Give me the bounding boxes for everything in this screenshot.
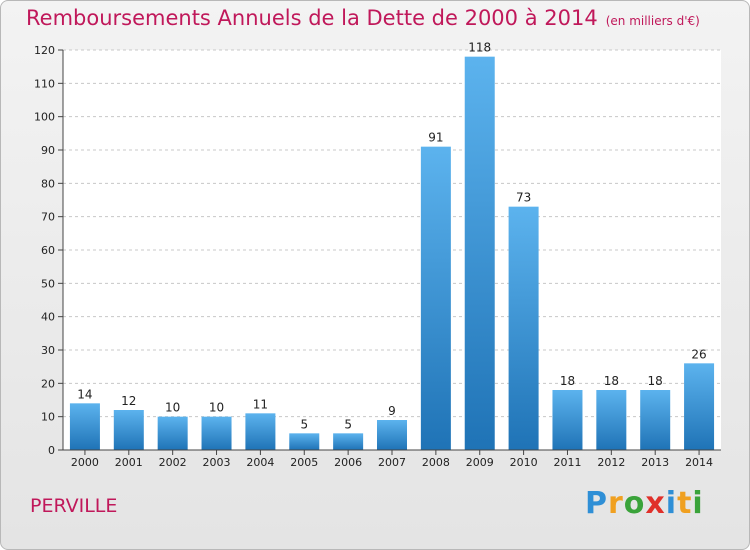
logo-letter: i xyxy=(692,486,704,521)
data-label: 11 xyxy=(253,397,268,411)
x-tick-label: 2002 xyxy=(159,456,187,469)
data-label: 10 xyxy=(165,401,180,415)
bar xyxy=(245,413,276,450)
logo-letter: i xyxy=(665,486,678,521)
proxiti-logo: Proxiti xyxy=(585,486,704,521)
data-label: 5 xyxy=(344,417,352,431)
data-label: 91 xyxy=(428,131,443,145)
data-label: 14 xyxy=(77,387,92,401)
x-tick-label: 2001 xyxy=(115,456,143,469)
data-label: 18 xyxy=(560,374,575,388)
data-label: 73 xyxy=(516,191,531,205)
bar xyxy=(289,433,320,450)
x-tick-label: 2007 xyxy=(378,456,406,469)
x-tick-label: 2010 xyxy=(510,456,538,469)
bar xyxy=(552,390,583,450)
bar xyxy=(420,146,451,450)
logo-letter: x xyxy=(645,486,666,521)
x-tick-label: 2006 xyxy=(334,456,362,469)
bar xyxy=(508,206,539,450)
x-tick-label: 2003 xyxy=(203,456,231,469)
commune-name: PERVILLE xyxy=(30,495,118,517)
logo-letter: t xyxy=(677,486,693,521)
data-label: 18 xyxy=(648,374,663,388)
y-tick-label: 30 xyxy=(41,344,55,357)
data-label: 10 xyxy=(209,401,224,415)
x-tick-label: 2014 xyxy=(685,456,713,469)
y-tick-label: 70 xyxy=(41,211,55,224)
data-label: 12 xyxy=(121,394,136,408)
logo-letter: r xyxy=(608,486,624,521)
y-tick-label: 120 xyxy=(34,44,55,57)
y-tick-label: 10 xyxy=(41,411,55,424)
bar xyxy=(69,403,100,450)
bar xyxy=(201,416,232,450)
x-tick-label: 2012 xyxy=(597,456,625,469)
y-tick-label: 90 xyxy=(41,144,55,157)
bar xyxy=(113,410,144,450)
data-label: 118 xyxy=(468,41,491,55)
x-tick-label: 2009 xyxy=(466,456,494,469)
logo-letter: P xyxy=(585,486,608,521)
y-tick-label: 80 xyxy=(41,177,55,190)
title-unit: (en milliers d'€) xyxy=(605,14,700,28)
bar xyxy=(596,390,627,450)
x-tick-label: 2005 xyxy=(290,456,318,469)
chart-title: Remboursements Annuels de la Dette de 20… xyxy=(26,6,700,30)
y-tick-label: 0 xyxy=(48,444,55,457)
bar xyxy=(684,363,715,450)
y-tick-label: 40 xyxy=(41,311,55,324)
bar xyxy=(333,433,364,450)
y-tick-label: 100 xyxy=(34,111,55,124)
bar xyxy=(377,420,407,450)
y-tick-label: 20 xyxy=(41,377,55,390)
title-text: Remboursements Annuels de la Dette de 20… xyxy=(26,6,598,30)
bar xyxy=(640,390,671,450)
x-tick-label: 2013 xyxy=(641,456,669,469)
x-tick-label: 2004 xyxy=(246,456,274,469)
y-tick-label: 50 xyxy=(41,277,55,290)
y-tick-label: 110 xyxy=(34,77,55,90)
data-label: 9 xyxy=(388,404,396,418)
data-label: 5 xyxy=(300,417,308,431)
logo-letter: o xyxy=(623,486,646,521)
data-label: 26 xyxy=(691,347,706,361)
bar xyxy=(464,56,495,451)
data-label: 18 xyxy=(604,374,619,388)
x-tick-label: 2011 xyxy=(553,456,581,469)
x-tick-label: 2008 xyxy=(422,456,450,469)
x-tick-label: 2000 xyxy=(71,456,99,469)
bar xyxy=(157,416,188,450)
y-tick-label: 60 xyxy=(41,244,55,257)
